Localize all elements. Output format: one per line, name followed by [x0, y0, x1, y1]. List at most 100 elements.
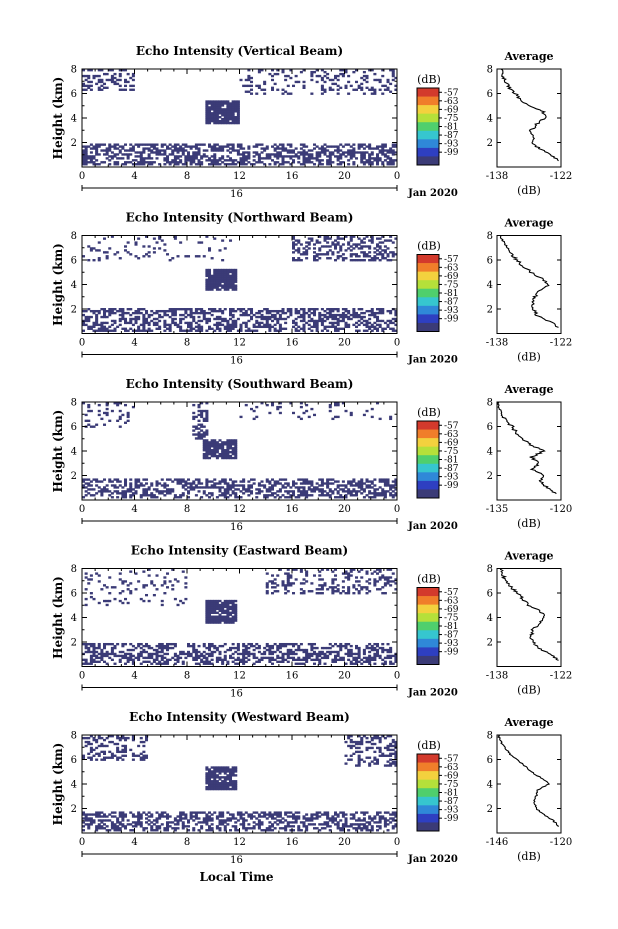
colorbar-tick-label: -63: [444, 430, 459, 440]
heatmap-cell: [239, 327, 243, 330]
heatmap-cell: [108, 576, 112, 579]
heatmap-cell: [239, 652, 243, 656]
heatmap-cell: [357, 652, 361, 656]
heatmap-cell: [386, 650, 390, 654]
heatmap-cell: [208, 601, 212, 605]
heatmap-cell: [213, 308, 217, 311]
heatmap-cell: [142, 308, 146, 311]
heatmap-cell: [210, 652, 214, 656]
heatmap-cell: [263, 149, 267, 152]
heatmap-cell: [326, 484, 330, 487]
heatmap-cell: [97, 153, 101, 156]
heatmap-cell: [213, 149, 217, 152]
heatmap-cell: [179, 811, 183, 814]
heatmap-cell: [95, 738, 99, 742]
heatmap-cell: [255, 84, 259, 88]
heatmap-cell: [294, 308, 298, 311]
heatmap-cell: [302, 253, 306, 256]
heatmap-cell: [92, 658, 96, 662]
heatmap-cell: [189, 654, 193, 658]
heatmap-cell: [302, 492, 306, 495]
heatmap-cell: [105, 825, 109, 828]
heatmap-cell: [229, 439, 233, 442]
heatmap-cell: [110, 735, 114, 738]
heatmap-cell: [215, 147, 219, 150]
heatmap-cell: [305, 658, 309, 662]
heatmap-cell: [323, 482, 327, 485]
heatmap-cell: [344, 155, 348, 158]
heatmap-cell: [218, 615, 222, 618]
heatmap-cell: [218, 108, 222, 111]
heatmap-cell: [236, 100, 240, 103]
heatmap-cell: [150, 145, 154, 148]
heatmap-cell: [105, 599, 109, 603]
heatmap-cell: [250, 407, 254, 411]
heatmap-cell: [268, 315, 272, 319]
heatmap-cell: [124, 652, 128, 656]
heatmap-cell: [320, 484, 324, 487]
heatmap-cell: [108, 592, 112, 595]
heatmap-cell: [124, 597, 128, 601]
heatmap-cell: [158, 660, 162, 663]
heatmap-cell: [320, 329, 324, 332]
heatmap-cell: [82, 825, 86, 828]
heatmap-cell: [213, 445, 217, 448]
heatmap-cell: [213, 114, 217, 117]
heatmap-cell: [239, 415, 243, 419]
heatmap-cell: [318, 658, 322, 662]
heatmap-cell: [210, 603, 214, 607]
heatmap-cell: [110, 825, 114, 828]
heatmap-cell: [373, 251, 377, 254]
heatmap-cell: [105, 662, 109, 665]
heatmap-cell: [118, 654, 122, 658]
heatmap-cell: [181, 823, 185, 826]
heatmap-cell: [187, 145, 191, 148]
heatmap-cell: [218, 321, 222, 325]
heatmap-cell: [231, 441, 235, 444]
heatmap-cell: [166, 155, 170, 158]
heatmap-cell: [213, 278, 217, 281]
heatmap-cell: [205, 611, 209, 614]
heatmap-cell: [302, 582, 306, 585]
heatmap-cell: [134, 155, 138, 158]
heatmap-cell: [278, 488, 282, 491]
y-tick-label: 4: [71, 280, 77, 291]
heatmap-cell: [142, 147, 146, 150]
heatmap-cell: [118, 417, 122, 421]
heatmap-cell: [82, 329, 86, 332]
heatmap-cell: [221, 100, 225, 103]
heatmap-cell: [389, 82, 393, 86]
heatmap-cell: [147, 321, 151, 325]
heatmap-cell: [302, 592, 306, 595]
heatmap-cell: [389, 161, 393, 164]
heatmap-cell: [218, 149, 222, 152]
heatmap-cell: [118, 425, 122, 428]
heatmap-cell: [221, 486, 225, 489]
heatmap-cell: [205, 116, 209, 119]
heatmap-cell: [84, 151, 88, 154]
heatmap-cell: [194, 486, 198, 489]
heatmap-cell: [215, 118, 219, 121]
heatmap-cell: [355, 484, 359, 487]
heatmap-cell: [121, 815, 125, 818]
heatmap-cell: [160, 584, 164, 587]
heatmap-cell: [160, 490, 164, 493]
heatmap-cell: [142, 149, 146, 152]
colorbar-swatch: [417, 288, 439, 298]
heatmap-cell: [97, 311, 101, 315]
heatmap-cell: [391, 327, 395, 330]
heatmap-cell: [242, 161, 246, 164]
heatmap-cell: [376, 642, 380, 646]
heatmap-cell: [389, 568, 393, 571]
heatmap-cell: [276, 317, 280, 321]
heatmap-cell: [242, 660, 246, 663]
heatmap-cell: [318, 574, 322, 577]
heatmap-cell: [357, 646, 361, 650]
heatmap-cell: [349, 662, 353, 665]
average-title: Average: [503, 383, 553, 396]
heatmap-cell: [184, 157, 188, 160]
heatmap-cell: [276, 151, 280, 154]
heatmap-cell: [257, 646, 261, 650]
heatmap-cell: [336, 402, 340, 405]
heatmap-cell: [160, 811, 164, 814]
